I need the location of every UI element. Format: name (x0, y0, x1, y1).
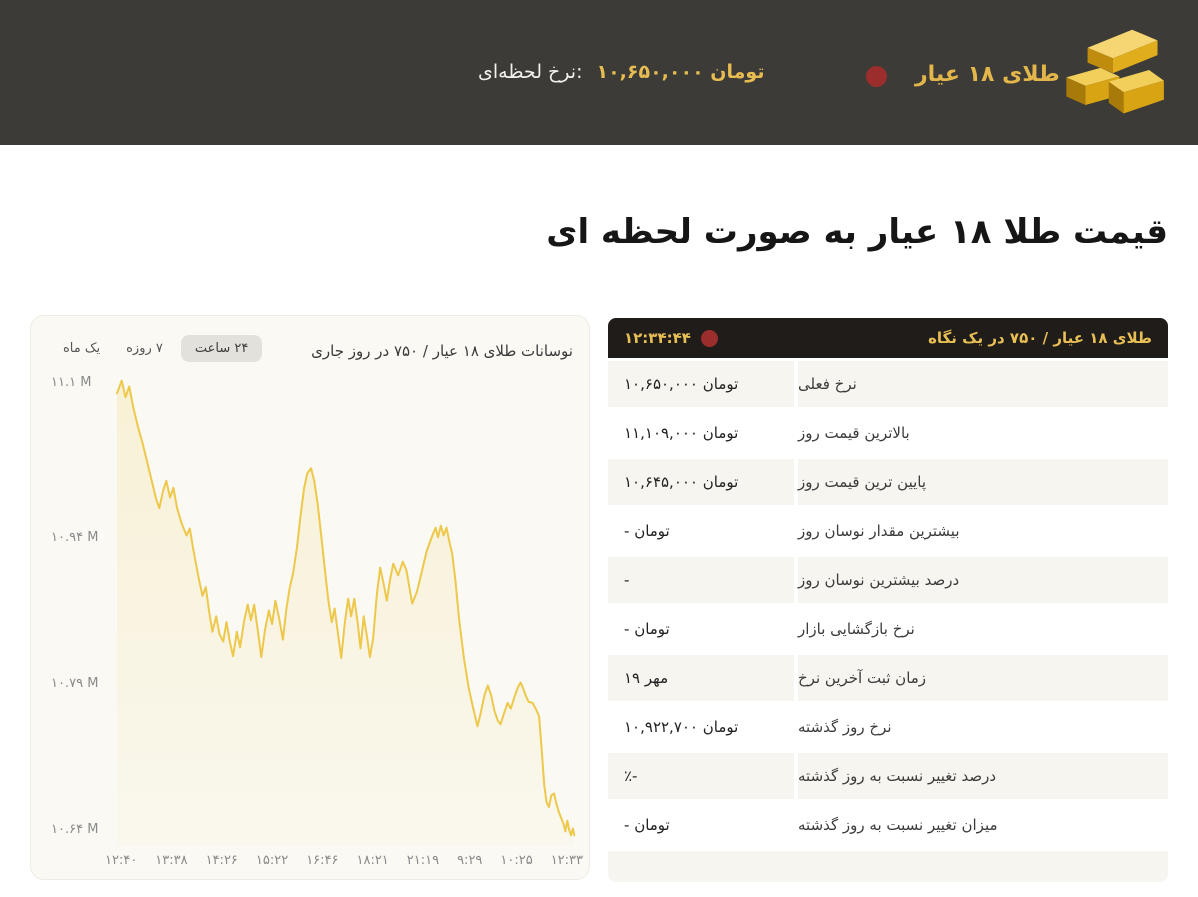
row-value: ٪- (608, 753, 794, 799)
chart-x-axis: ۱۲:۴۰ ۱۳:۳۸ ۱۴:۲۶ ۱۵:۲۲ ۱۶:۴۶ ۱۸:۲۱ ۲۱:۱۹ ۹:۲۹ ۱… (105, 853, 583, 868)
table-row: - درصد بیشترین نوسان روز (608, 557, 1168, 603)
y-tick-label: ۱۰.۶۴ M (51, 822, 99, 838)
chart-range-buttons: یک ماه ۷ روزه ۲۴ ساعت (55, 335, 263, 362)
last-update-time: ۱۲:۳۴:۴۴ (624, 329, 691, 347)
x-tick-label: ۱۲:۴۰ (105, 853, 138, 868)
row-value: - تومان (608, 802, 794, 848)
x-tick-label: ۲۱:۱۹ (406, 853, 440, 868)
range-button-0[interactable]: یک ماه (55, 335, 108, 362)
row-label: نرخ فعلی (798, 361, 1168, 407)
row-value: ۱۰,۶۵۰,۰۰۰ تومان (608, 361, 794, 407)
row-value: ۱۰,۹۲۲,۷۰۰ تومان (608, 704, 794, 750)
row-label: زمان ثبت آخرین نرخ (798, 655, 1168, 701)
last-update-group: ۱۲:۳۴:۴۴ (624, 329, 718, 347)
row-label: پایین ترین قیمت روز (798, 459, 1168, 505)
row-label: نرخ روز گذشته (798, 704, 1168, 750)
app-header: نرخ لحظه‌ای: ۱۰,۶۵۰,۰۰۰ تومان طلای ۱۸ عی… (0, 0, 1198, 145)
summary-table-title: طلای ۱۸ عیار / ۷۵۰ در یک نگاه (928, 329, 1152, 347)
x-tick-label: ۱۳:۳۸ (155, 853, 188, 868)
y-tick-label: ۱۱.۱ M (51, 374, 92, 390)
row-value: - تومان (608, 508, 794, 554)
row-value: ۱۰,۶۴۵,۰۰۰ تومان (608, 459, 794, 505)
x-tick-label: ۱۴:۲۶ (205, 853, 238, 868)
row-value: - تومان (608, 606, 794, 652)
chart-card: نوسانات طلای ۱۸ عیار / ۷۵۰ در روز جاری ی… (30, 315, 590, 880)
range-button-2[interactable]: ۲۴ ساعت (180, 335, 263, 362)
summary-table-rows: ۱۰,۶۵۰,۰۰۰ تومان نرخ فعلی ۱۱,۱۰۹,۰۰۰ تومان… (608, 361, 1168, 848)
y-tick-label: ۱۰.۷۹ M (51, 676, 99, 692)
chart-line (116, 379, 576, 837)
x-tick-label: ۹:۲۹ (457, 853, 483, 868)
chart-area-fill (117, 380, 575, 846)
status-red-dot-icon (866, 66, 887, 87)
table-row: ۱۰,۶۵۰,۰۰۰ تومان نرخ فعلی (608, 361, 1168, 407)
summary-table-header: ۱۲:۳۴:۴۴ طلای ۱۸ عیار / ۷۵۰ در یک نگاه (608, 318, 1168, 358)
table-row: ۱۹ مهر زمان ثبت آخرین نرخ (608, 655, 1168, 701)
page-title: قیمت طلا ۱۸ عیار به صورت لحظه ای (546, 212, 1168, 252)
chart-y-axis: ۱۱.۱ M ۱۰.۹۴ M ۱۰.۷۹ M ۱۰.۶۴ M (51, 369, 107, 846)
table-row: - تومان میزان تغییر نسبت به روز گذشته (608, 802, 1168, 848)
summary-table: ۱۲:۳۴:۴۴ طلای ۱۸ عیار / ۷۵۰ در یک نگاه ۱… (608, 318, 1168, 882)
table-row: ۱۱,۱۰۹,۰۰۰ تومان بالاترین قیمت روز (608, 410, 1168, 456)
table-row: ۱۰,۶۴۵,۰۰۰ تومان پایین ترین قیمت روز (608, 459, 1168, 505)
table-row: - تومان نرخ بازگشایی بازار (608, 606, 1168, 652)
x-tick-label: ۱۲:۳۳ (550, 853, 583, 868)
live-rate-label: نرخ لحظه‌ای: (478, 61, 583, 83)
status-red-dot-icon (700, 329, 718, 347)
live-rate-value: ۱۰,۶۵۰,۰۰۰ تومان (596, 61, 765, 83)
table-row: - تومان بیشترین مقدار نوسان روز (608, 508, 1168, 554)
row-label: درصد بیشترین نوسان روز (798, 557, 1168, 603)
range-button-1[interactable]: ۷ روزه (118, 335, 171, 362)
x-tick-label: ۱۵:۲۲ (255, 853, 289, 868)
app-title: طلای ۱۸ عیار (915, 62, 1060, 87)
y-tick-label: ۱۰.۹۴ M (51, 530, 99, 546)
row-label: میزان تغییر نسبت به روز گذشته (798, 802, 1168, 848)
row-label: بیشترین مقدار نوسان روز (798, 508, 1168, 554)
table-row: ۱۰,۹۲۲,۷۰۰ تومان نرخ روز گذشته (608, 704, 1168, 750)
row-value: - (608, 557, 794, 603)
gold-bars-icon (1066, 29, 1164, 114)
row-value: ۱۹ مهر (608, 655, 794, 701)
row-label: نرخ بازگشایی بازار (798, 606, 1168, 652)
x-tick-label: ۱۸:۲۱ (356, 853, 389, 868)
live-rate-group: نرخ لحظه‌ای: ۱۰,۶۵۰,۰۰۰ تومان (478, 61, 764, 83)
x-tick-label: ۱۶:۴۶ (306, 853, 339, 868)
table-row: ٪- درصد تغییر نسبت به روز گذشته (608, 753, 1168, 799)
x-tick-label: ۱۰:۲۵ (500, 853, 533, 868)
row-label: بالاترین قیمت روز (798, 410, 1168, 456)
row-label: درصد تغییر نسبت به روز گذشته (798, 753, 1168, 799)
price-line-chart[interactable] (109, 369, 579, 846)
chart-title: نوسانات طلای ۱۸ عیار / ۷۵۰ در روز جاری (311, 342, 573, 360)
row-value: ۱۱,۱۰۹,۰۰۰ تومان (608, 410, 794, 456)
summary-table-footer (608, 851, 1168, 882)
